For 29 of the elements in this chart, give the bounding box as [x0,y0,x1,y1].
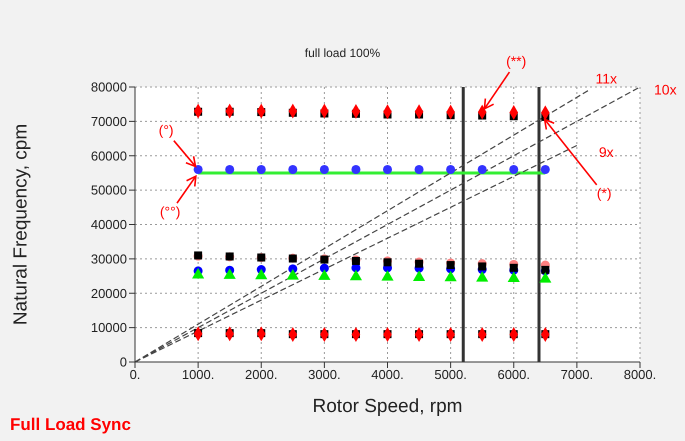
y-tick-label: 70000 [90,114,127,129]
y-tick-label: 20000 [90,286,127,301]
x-tick-label: 4000. [371,367,404,382]
x-tick-label: 3000. [308,367,341,382]
x-axis-title: Rotor Speed, rpm [312,396,462,417]
y-tick-label: 50000 [90,182,127,198]
annotation: 9x [598,144,614,160]
x-tick-label: 8000. [624,367,656,382]
y-tick-label: 40000 [90,217,127,232]
x-tick-label: 2000. [244,367,278,382]
text: Full Load Sync [10,415,131,435]
y-tick-label: 80000 [90,80,127,95]
annotation: (°°) [160,204,180,220]
x-tick-label: 1000. [182,367,214,382]
annotation: (*) [596,184,612,201]
y-tick-label: 0 [120,354,127,370]
y-tick-label: 10000 [90,320,127,336]
y-axis-title: Natural Frequency, cpm [10,124,32,326]
chart-title: full load 100% [304,46,380,60]
x-tick-label: 5000. [434,367,467,382]
x-tick-label: 7000. [560,367,594,382]
y-tick-label: 30000 [90,251,127,266]
annotation: 11x [596,70,618,86]
y-tick-label: 60000 [90,148,127,164]
annotation: 10x [654,82,677,98]
annotation: (**) [506,52,526,69]
x-tick-label: 6000. [497,367,530,382]
x-tick-label: 0. [130,367,140,382]
annotation: (°) [158,122,174,138]
